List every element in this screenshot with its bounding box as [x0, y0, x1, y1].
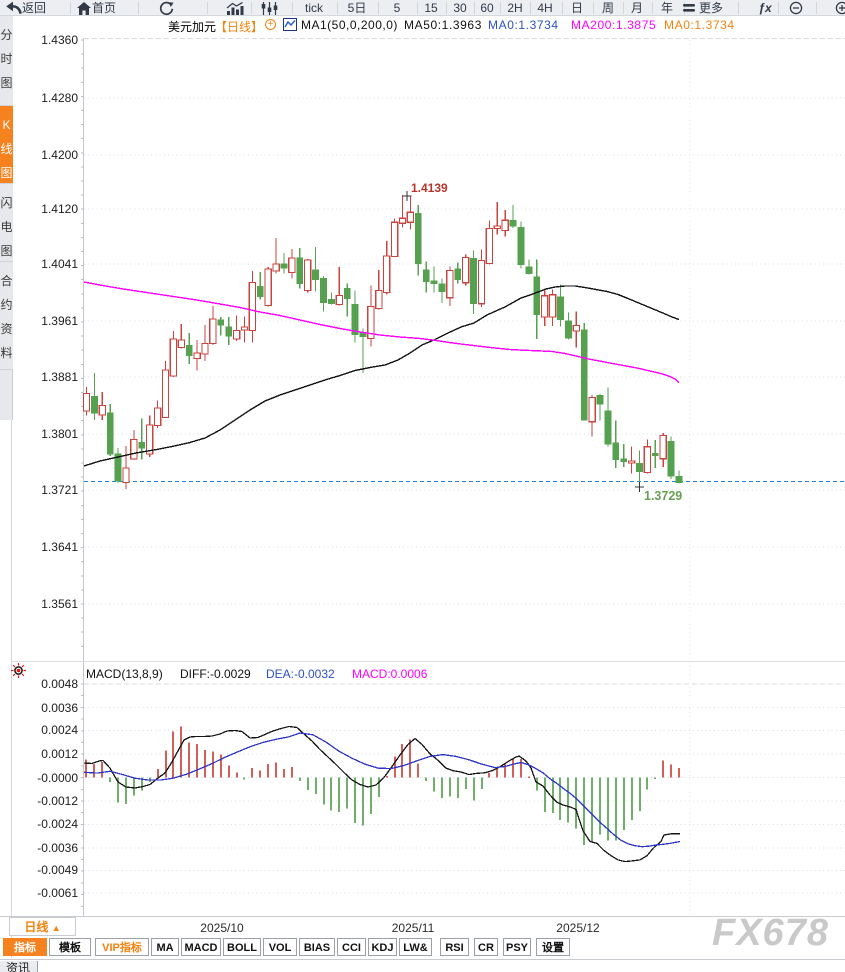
svg-text:1.3881: 1.3881: [41, 370, 78, 384]
svg-text:-0.0036: -0.0036: [37, 841, 78, 855]
svg-text:1.4120: 1.4120: [41, 202, 78, 216]
svg-text:1.3961: 1.3961: [41, 314, 78, 328]
svg-text:0.0036: 0.0036: [41, 701, 78, 715]
svg-text:1.4139: 1.4139: [411, 181, 448, 195]
svg-text:-0.0000: -0.0000: [37, 771, 78, 785]
svg-text:1.4041: 1.4041: [41, 257, 78, 271]
svg-text:-0.0024: -0.0024: [37, 817, 78, 831]
svg-text:1.4360: 1.4360: [41, 33, 78, 47]
svg-text:1.3729: 1.3729: [644, 489, 682, 503]
svg-text:1.3801: 1.3801: [41, 427, 78, 441]
svg-text:1.3721: 1.3721: [41, 483, 78, 497]
svg-text:1.3561: 1.3561: [41, 597, 78, 611]
svg-text:-0.0049: -0.0049: [37, 863, 78, 877]
svg-text:-0.0012: -0.0012: [37, 794, 78, 808]
svg-text:0.0048: 0.0048: [41, 677, 78, 691]
svg-text:1.3641: 1.3641: [41, 540, 78, 554]
svg-text:-0.0061: -0.0061: [37, 886, 78, 900]
svg-text:1.4200: 1.4200: [41, 148, 78, 162]
svg-text:0.0012: 0.0012: [41, 747, 78, 761]
svg-text:0.0024: 0.0024: [41, 723, 78, 737]
svg-text:1.4280: 1.4280: [41, 91, 78, 105]
